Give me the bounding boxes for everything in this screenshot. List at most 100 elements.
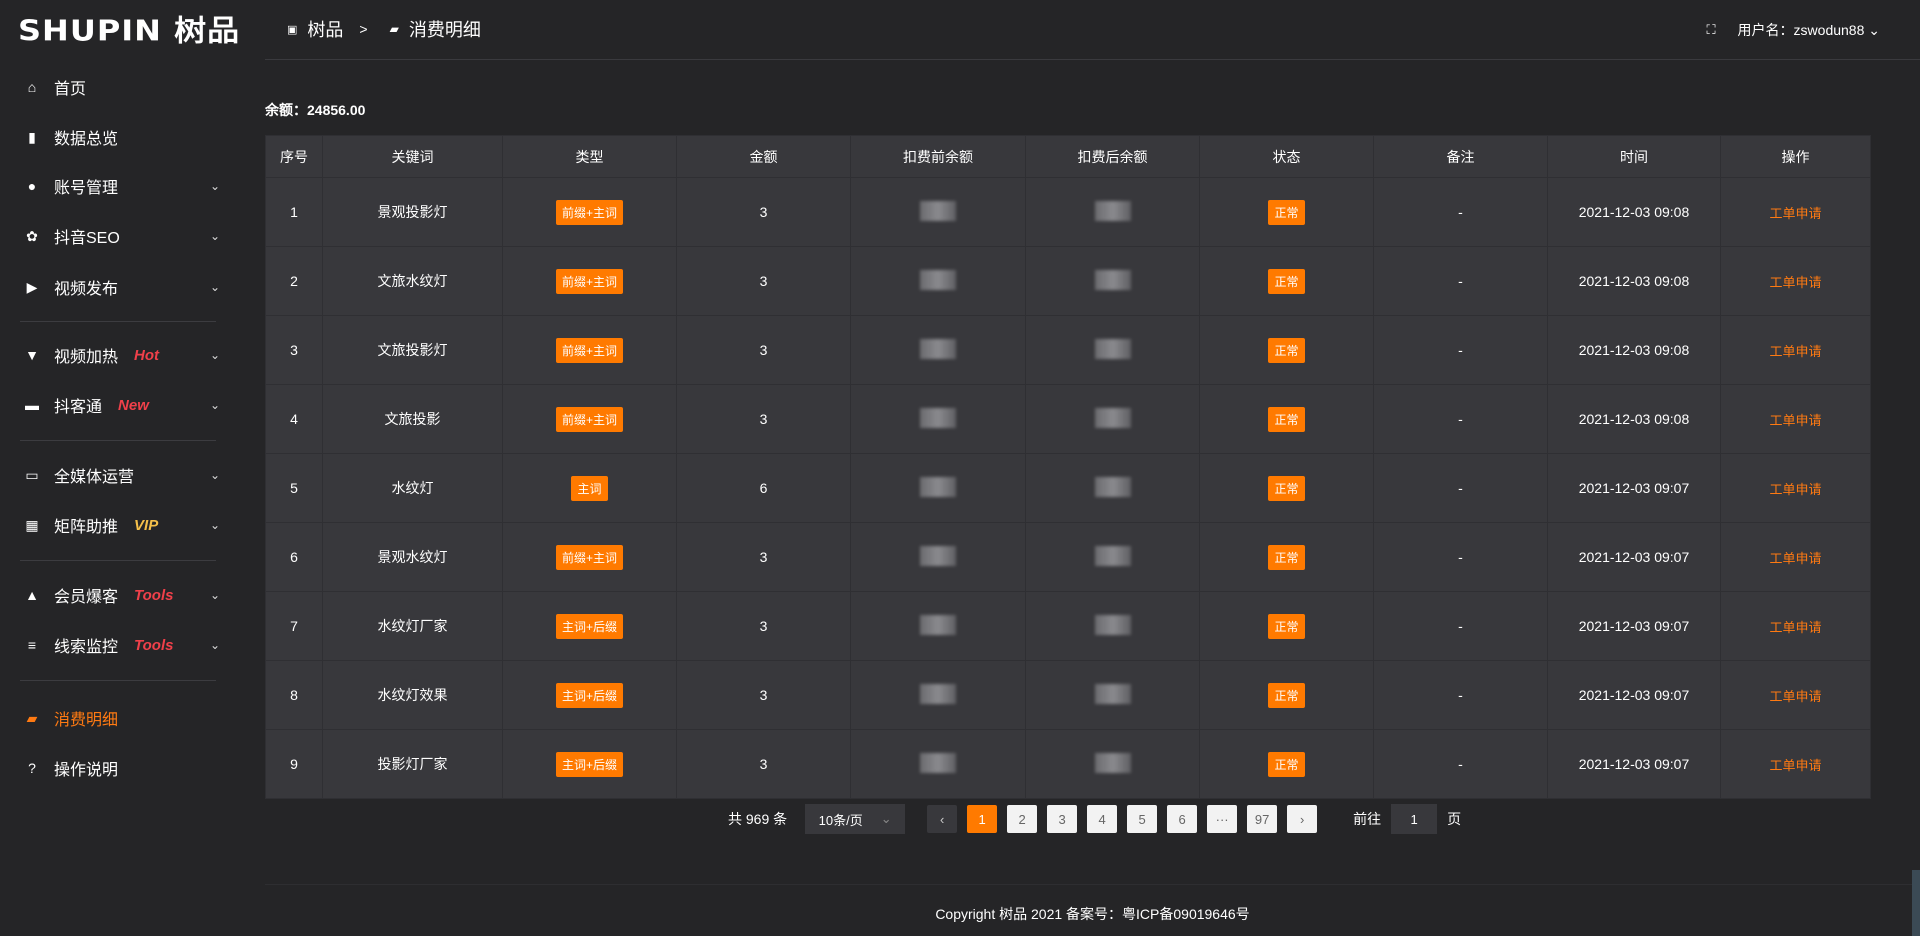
sidebar-item[interactable]: ▲ 会员爆客 Tools ⌄	[0, 575, 240, 615]
chevron-down-icon: ⌄	[209, 518, 220, 532]
ticket-request-link[interactable]: 工单申请	[1769, 619, 1822, 635]
blurred-value	[920, 614, 956, 635]
page-button[interactable]: 2	[1007, 805, 1038, 833]
amount: 3	[676, 246, 851, 316]
action-cell: 工单申请	[1720, 591, 1871, 661]
note: -	[1373, 315, 1548, 385]
ticket-request-link[interactable]: 工单申请	[1769, 205, 1822, 221]
sidebar-item[interactable]: ▦ 矩阵助推 VIP ⌄	[0, 505, 240, 545]
ticket-request-link[interactable]: 工单申请	[1769, 757, 1822, 773]
sidebar-item-label: 抖客通	[54, 399, 103, 416]
blurred-value	[1094, 476, 1131, 497]
chevron-down-icon: ⌄	[209, 179, 220, 193]
chevron-down-icon: ⌄	[209, 229, 220, 243]
sidebar-item[interactable]: ✿ 抖音SEO ⌄	[0, 216, 240, 256]
goto-suffix: 页	[1447, 811, 1462, 827]
row-number: 7	[265, 591, 323, 661]
sidebar-item[interactable]: ⌂ 首页	[0, 67, 240, 107]
keyword: 水纹灯	[322, 453, 503, 523]
column-header: 备注	[1373, 135, 1548, 178]
scrollbar[interactable]	[1912, 870, 1920, 936]
type-cell: 主词+后缀	[502, 591, 677, 661]
balance-after-cell	[1025, 177, 1200, 247]
breadcrumb-home[interactable]: 树品	[307, 20, 344, 40]
status-cell: 正常	[1199, 315, 1374, 385]
page-button[interactable]: 97	[1247, 805, 1278, 833]
ticket-request-link[interactable]: 工单申请	[1769, 274, 1822, 290]
row-number: 8	[265, 660, 323, 730]
page-button[interactable]: 4	[1087, 805, 1118, 833]
type-cell: 主词+后缀	[502, 660, 677, 730]
goto-page-input[interactable]: 1	[1391, 804, 1438, 834]
monitor-icon: ▭	[25, 466, 39, 483]
sidebar-divider	[20, 560, 216, 561]
sidebar-item[interactable]: ? 操作说明	[0, 748, 240, 788]
pagination: 共 969 条 10条/页 ⌄ ‹ 1 2 3 4 5 6 ··· 97 › 前往 1 页	[728, 804, 1461, 834]
logo-text: SHUPIN 树品	[18, 13, 241, 48]
column-header: 扣费后余额	[1025, 135, 1200, 178]
sidebar-item-label: 数据总览	[54, 131, 119, 148]
column-header: 状态	[1199, 135, 1374, 178]
amount: 3	[676, 591, 851, 661]
sidebar-badge: Tools	[134, 586, 174, 604]
sidebar-item-label: 账号管理	[54, 180, 119, 197]
balance: 余额：24856.00	[265, 100, 365, 120]
status-cell: 正常	[1199, 522, 1374, 592]
sidebar-item[interactable]: ▭ 全媒体运营 ⌄	[0, 455, 240, 495]
total-count: 共 969 条	[728, 811, 788, 827]
note: -	[1373, 177, 1548, 247]
ticket-request-link[interactable]: 工单申请	[1769, 412, 1822, 428]
amount: 3	[676, 384, 851, 454]
user-menu[interactable]: 用户名：zswodun88 ⌄	[1738, 20, 1880, 40]
note: -	[1373, 384, 1548, 454]
table-row: 9 投影灯厂家 主词+后缀 3 正常 - 2021-12-03 09:07 工单…	[265, 729, 1871, 799]
page-size-value: 10条/页	[818, 812, 863, 828]
sidebar-item[interactable]: ▼ 视频加热 Hot ⌄	[0, 335, 240, 375]
fullscreen-icon[interactable]: ⛶	[1706, 22, 1716, 37]
ticket-request-link[interactable]: 工单申请	[1769, 550, 1822, 566]
action-cell: 工单申请	[1720, 384, 1871, 454]
logo[interactable]: SHUPIN 树品	[18, 12, 240, 52]
page-button[interactable]: 3	[1047, 805, 1078, 833]
sidebar-item-label: 消费明细	[54, 712, 119, 729]
ticket-request-link[interactable]: 工单申请	[1769, 688, 1822, 704]
blurred-value	[920, 269, 956, 290]
sidebar-item[interactable]: ▮ 数据总览	[0, 117, 240, 157]
ticket-request-link[interactable]: 工单申请	[1769, 343, 1822, 359]
balance-value: 24856.00	[307, 102, 366, 118]
next-page-button[interactable]: ›	[1287, 805, 1318, 833]
status-cell: 正常	[1199, 660, 1374, 730]
page-size-select[interactable]: 10条/页 ⌄	[805, 804, 906, 834]
blurred-value	[1094, 407, 1131, 428]
breadcrumb: ▣ 树品 > ▰ 消费明细	[287, 16, 481, 42]
type-cell: 前缀+主词	[502, 522, 677, 592]
prev-page-button[interactable]: ‹	[927, 805, 958, 833]
chevron-down-icon: ⌄	[1864, 22, 1880, 38]
column-header: 操作	[1720, 135, 1871, 178]
blurred-value	[1094, 614, 1131, 635]
sidebar-item[interactable]: ▰ 消费明细	[0, 698, 240, 738]
page-button[interactable]: 5	[1127, 805, 1158, 833]
page-button[interactable]: ···	[1207, 805, 1238, 833]
chevron-down-icon: ⌄	[209, 398, 220, 412]
sidebar-item[interactable]: ● 账号管理 ⌄	[0, 166, 240, 206]
status-badge: 正常	[1268, 751, 1305, 777]
column-header: 扣费前余额	[850, 135, 1026, 178]
row-number: 3	[265, 315, 323, 385]
sidebar: SHUPIN 树品 ⌂ 首页 ▮ 数据总览 ● 账号管理 ⌄ ✿ 抖音SEO ⌄ ▶ 视频发布 ⌄ ▼ 视频…	[0, 0, 265, 936]
type-cell: 主词+后缀	[502, 729, 677, 799]
page-button[interactable]: 6	[1167, 805, 1198, 833]
sidebar-item[interactable]: ≡ 线索监控 Tools ⌄	[0, 625, 240, 665]
type-cell: 前缀+主词	[502, 384, 677, 454]
sidebar-item[interactable]: ▶ 视频发布 ⌄	[0, 267, 240, 307]
sidebar-item[interactable]: ▬ 抖客通 New ⌄	[0, 385, 240, 425]
chevron-down-icon: ⌄	[209, 348, 220, 362]
page-button[interactable]: 1	[967, 805, 998, 833]
time: 2021-12-03 09:07	[1547, 660, 1721, 730]
bar-chart-icon: ▮	[28, 128, 36, 145]
blurred-value	[920, 200, 956, 221]
ticket-request-link[interactable]: 工单申请	[1769, 481, 1822, 497]
type-cell: 前缀+主词	[502, 315, 677, 385]
type-tag: 前缀+主词	[555, 199, 623, 225]
balance-before-cell	[850, 246, 1026, 316]
